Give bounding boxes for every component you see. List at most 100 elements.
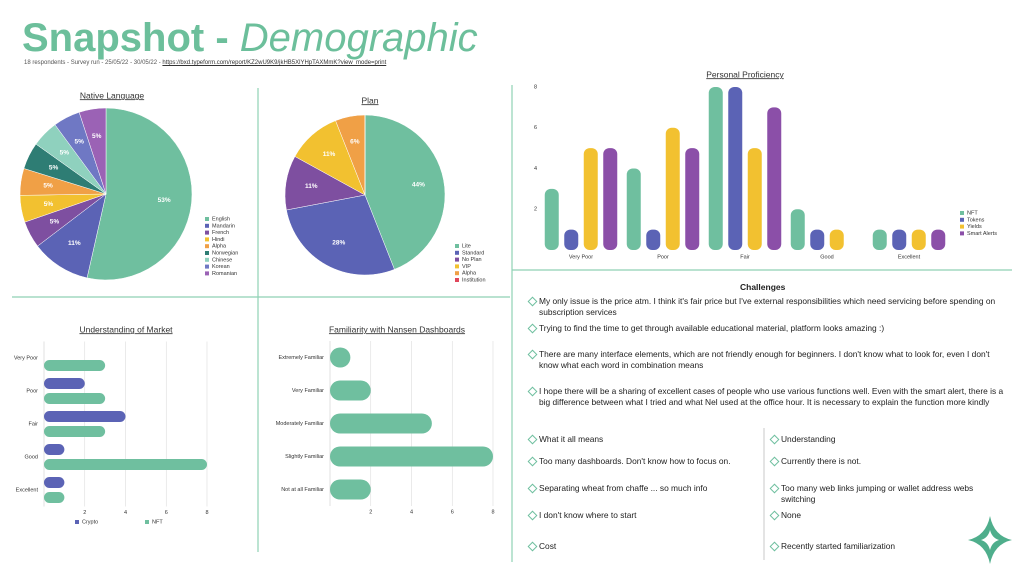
x-tick-label: Poor [657, 254, 669, 260]
challenge-text: Recently started familiarization [781, 541, 896, 551]
legend-swatch [205, 271, 209, 276]
challenge-text: Currently there is not. [781, 456, 862, 466]
legend-label: Lite [462, 243, 471, 249]
slice-label: 11% [68, 240, 81, 247]
challenge-text: I don't know where to start [539, 510, 637, 520]
logo-mark [968, 516, 1012, 564]
x-tick-label: 6 [451, 509, 454, 515]
y-tick-label: Poor [26, 388, 38, 394]
subtitle: 18 respondents - Survey run - 25/05/22 -… [24, 60, 386, 66]
pie-slice [78, 107, 107, 195]
legend-label: Chinese [212, 257, 232, 263]
challenge-text: Separating wheat from chaffe ... so much… [539, 483, 708, 493]
bar [829, 229, 844, 250]
legend-label: Alpha [212, 244, 227, 250]
y-tick-label: Moderately Familiar [276, 421, 324, 427]
bar [810, 229, 825, 250]
bar [767, 107, 782, 250]
legend-label: Mandarin [212, 223, 235, 229]
bar [790, 209, 805, 250]
challenge: What it all means [527, 434, 759, 445]
bar [911, 229, 926, 250]
y-tick-label: Slightly Familiar [285, 454, 324, 460]
x-tick-label: 4 [124, 510, 127, 516]
challenge: I don't know where to start [527, 510, 759, 521]
challenge: None [769, 510, 1001, 521]
legend-label: Institution [462, 277, 486, 283]
legend-swatch [205, 237, 209, 242]
legend-label: NFT [152, 519, 163, 525]
slice-label: 5% [43, 182, 53, 189]
x-tick-label: Good [820, 254, 833, 260]
challenge-text: Trying to find the time to get through a… [539, 323, 885, 333]
x-tick-label: 8 [205, 510, 208, 516]
legend-label: Norwegian [212, 250, 238, 256]
pie-slice [286, 194, 395, 276]
challenge: Recently started familiarization [769, 541, 1001, 552]
challenge-text: None [781, 510, 802, 520]
challenge-text: Understanding [781, 434, 836, 444]
bar [44, 492, 65, 503]
bar [626, 168, 641, 250]
x-tick-label: 2 [83, 510, 86, 516]
bar [44, 459, 207, 470]
legend-swatch [205, 230, 209, 235]
challenge-text: Too many dashboards. Don't know how to f… [539, 456, 731, 466]
legend-label: NFT [967, 210, 978, 216]
challenge: My only issue is the price atm. I think … [527, 296, 1009, 318]
slice-label: 5% [74, 139, 84, 146]
legend-swatch [455, 264, 459, 269]
x-tick-label: Excellent [898, 254, 921, 260]
legend-swatch [205, 223, 209, 228]
bar [330, 479, 371, 500]
y-tick-label: Fair [29, 421, 39, 427]
legend-swatch [205, 264, 209, 269]
bar [646, 229, 661, 250]
x-tick-label: 8 [491, 509, 494, 515]
y-tick-label: 6 [534, 125, 537, 131]
report-link[interactable]: https://bxd.typeform.com/report/KZ2wU9K9… [162, 60, 387, 66]
slice-label: 5% [60, 150, 70, 157]
slice-label: 5% [92, 133, 102, 140]
legend-swatch [960, 224, 964, 229]
challenge: Understanding [769, 434, 1001, 445]
bar [44, 360, 106, 371]
pie-slice [364, 114, 446, 270]
chart-title: Plan [361, 95, 378, 105]
bar [685, 148, 700, 250]
bar [330, 380, 371, 401]
legend-label: Tokens [967, 217, 985, 223]
slice-label: 5% [49, 165, 59, 172]
challenge: Trying to find the time to get through a… [527, 323, 1009, 334]
bar [665, 127, 680, 250]
dividers [12, 85, 1012, 562]
slice-label: 11% [323, 151, 336, 158]
challenge-text: My only issue is the price atm. I think … [539, 296, 996, 317]
y-tick-label: Not at all Familiar [281, 487, 324, 493]
y-tick-label: 8 [534, 84, 537, 90]
slice-label: 5% [44, 201, 54, 208]
bar [747, 148, 762, 250]
legend-label: Yields [967, 224, 982, 230]
bar [44, 426, 106, 437]
bar [931, 229, 946, 250]
x-tick-label: 2 [369, 509, 372, 515]
legend-swatch [455, 257, 459, 262]
legend-label: Standard [462, 250, 484, 256]
y-tick-label: Extremely Familiar [278, 355, 324, 361]
logo [968, 516, 1012, 564]
bar [892, 229, 907, 250]
bar [603, 148, 618, 250]
title-emphasis: Demographic [239, 16, 478, 60]
bar [44, 477, 65, 488]
bar [544, 188, 559, 250]
slice-label: 44% [412, 182, 425, 189]
chart-title: Understanding of Market [79, 324, 173, 334]
legend-swatch [455, 250, 459, 255]
legend-swatch [205, 257, 209, 262]
legend-swatch [205, 217, 209, 221]
challenge-text: Cost [539, 541, 557, 551]
bar [708, 87, 723, 250]
legend-swatch [455, 244, 459, 248]
